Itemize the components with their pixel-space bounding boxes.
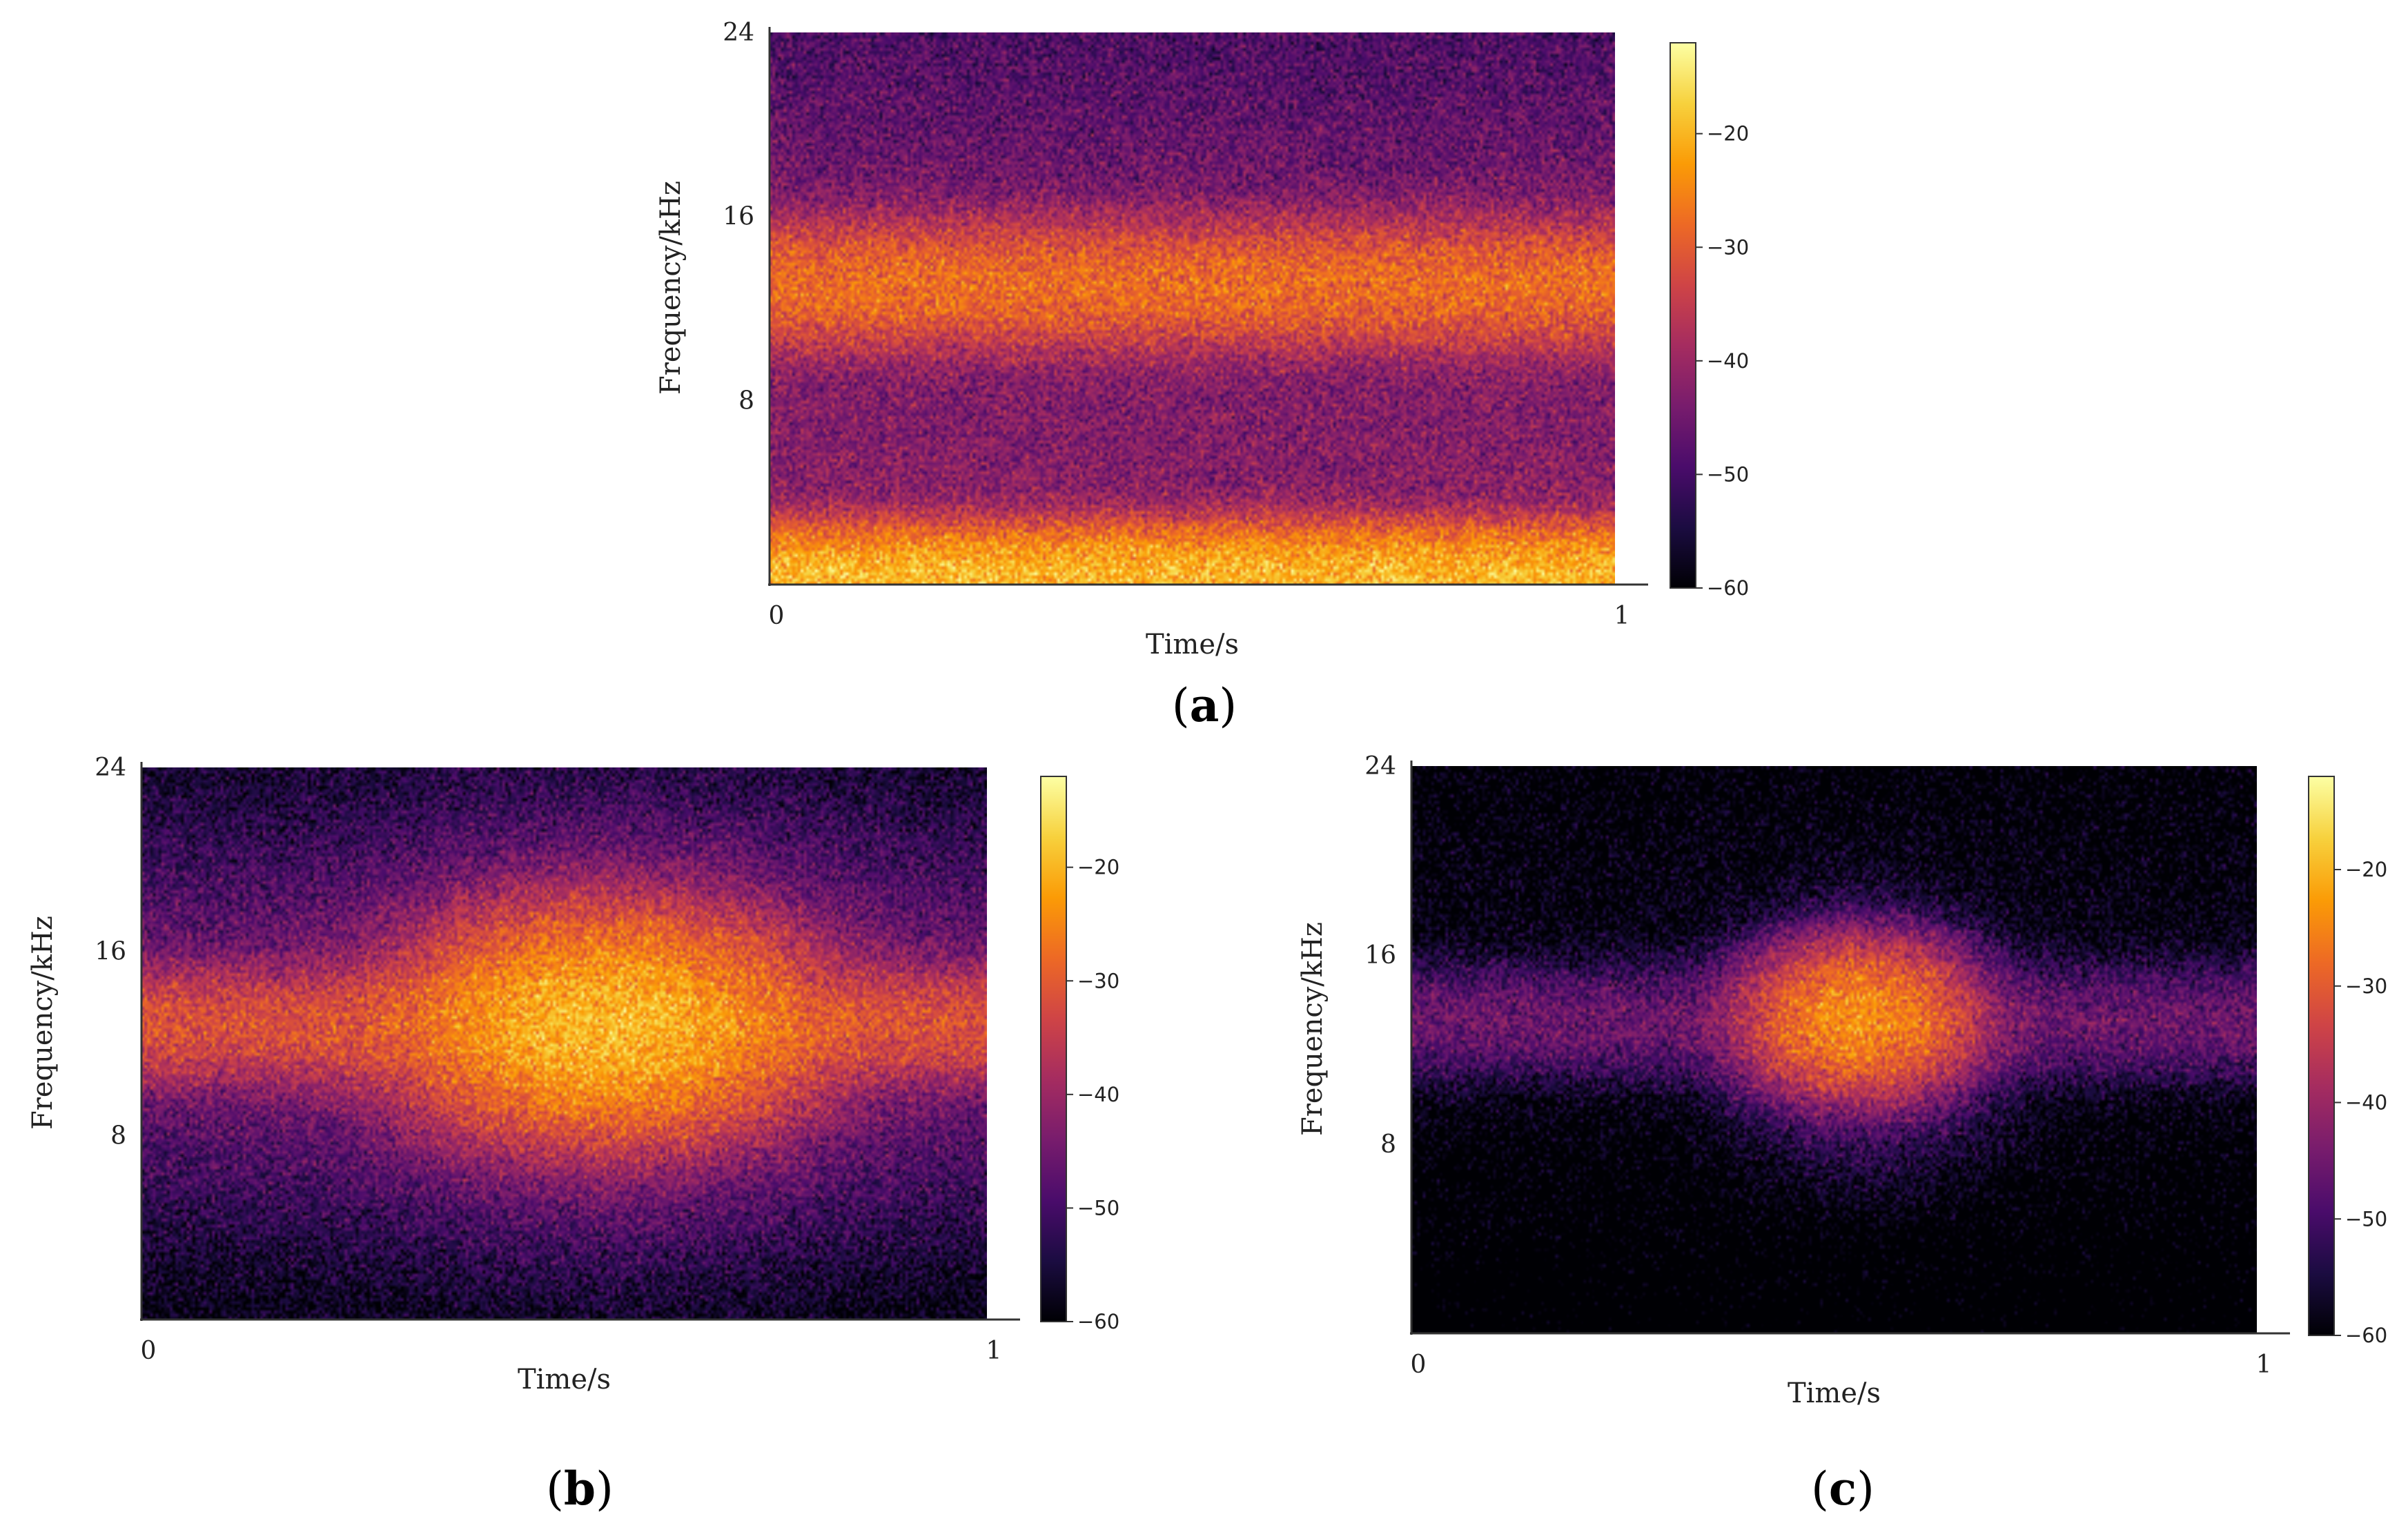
y-tick-label: 8 [1380, 1130, 1396, 1159]
panel-label-c: (c) [1811, 1462, 1874, 1516]
colorbar-tick-label: −40 [2345, 1091, 2387, 1115]
colorbar [1670, 42, 1696, 589]
panel-label-close: ) [1857, 1462, 1874, 1516]
panel-label-close: ) [1219, 679, 1237, 732]
x-tick-label: 0 [1411, 1351, 1427, 1379]
y-tick-label: 16 [95, 938, 126, 966]
colorbar-tick-label: −20 [1077, 856, 1119, 879]
colorbar-tick-label: −50 [1077, 1196, 1119, 1219]
panel-label-close: ) [596, 1462, 614, 1516]
colorbar-tick-label: −20 [1707, 122, 1749, 146]
panel-b: 8 16 24 0 1 Time/s Frequency/kHz −60 −50 −40 −30 −2… [27, 754, 1119, 1516]
x-tick-label: 1 [1614, 602, 1630, 630]
y-axis-label: Frequency/kHz [1297, 922, 1329, 1136]
spectrogram-heatmap-a [770, 32, 1615, 585]
y-axis-label: Frequency/kHz [27, 916, 59, 1130]
x-axis-label: Time/s [1788, 1378, 1881, 1409]
panel-label-letter: a [1190, 678, 1220, 732]
colorbar-tick-label: −50 [2345, 1207, 2387, 1231]
panel-a: 8 16 24 0 1 Time/s Frequency/kHz −60 −50 −40 −30 −2… [655, 19, 1749, 732]
x-tick-label: 0 [141, 1337, 157, 1365]
y-axis-label: Frequency/kHz [655, 181, 687, 395]
colorbar-tick-label: −30 [2345, 974, 2387, 998]
spectrogram-heatmap-b [141, 767, 987, 1320]
y-tick-label: 16 [1364, 941, 1396, 970]
y-tick-label: 16 [723, 203, 754, 231]
panel-c: 8 16 24 0 1 Time/s Frequency/kHz −60 −50 −40 −30 −2… [1297, 752, 2387, 1516]
panel-label-open: ( [1811, 1462, 1829, 1516]
colorbar-tick-label: −60 [2345, 1324, 2387, 1347]
y-tick-label: 8 [738, 386, 754, 415]
x-tick-label: 1 [2256, 1351, 2272, 1379]
colorbar-tick-label: −30 [1707, 235, 1749, 259]
x-tick-label: 0 [769, 602, 785, 630]
panel-label-letter: c [1829, 1462, 1857, 1516]
y-tick-label: 24 [1364, 752, 1396, 781]
colorbar-tick-label: −60 [1077, 1310, 1119, 1333]
y-tick-label: 24 [723, 19, 754, 47]
panel-label-open: ( [546, 1462, 564, 1516]
colorbar-tick-label: −40 [1077, 1083, 1119, 1106]
colorbar-tick-label: −40 [1707, 349, 1749, 373]
y-tick-label: 24 [95, 754, 126, 782]
panel-label-a: (a) [1172, 678, 1237, 732]
x-axis-label: Time/s [518, 1364, 611, 1395]
colorbar-tick-label: −60 [1707, 576, 1749, 600]
panel-label-open: ( [1172, 679, 1190, 732]
panel-label-letter: b [564, 1462, 596, 1516]
x-tick-label: 1 [986, 1337, 1002, 1365]
colorbar [1040, 776, 1067, 1322]
panel-label-b: (b) [546, 1462, 614, 1516]
y-tick-label: 8 [110, 1121, 126, 1150]
spectrogram-heatmap-c [1411, 766, 2257, 1333]
colorbar-tick-label: −50 [1707, 462, 1749, 486]
colorbar [2308, 776, 2335, 1336]
colorbar-tick-label: −20 [2345, 858, 2387, 881]
colorbar-tick-label: −30 [1077, 969, 1119, 992]
x-axis-label: Time/s [1146, 629, 1239, 660]
